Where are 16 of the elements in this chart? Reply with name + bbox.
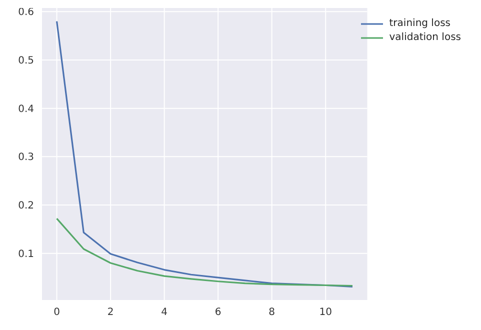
- y-tick-label: 0.1: [18, 248, 34, 260]
- y-tick-label: 0.6: [18, 7, 34, 18]
- x-tick-label: 0: [54, 307, 60, 318]
- x-tick-label: 8: [268, 307, 276, 318]
- x-tick-label: 10: [319, 307, 332, 318]
- line-series: [56, 218, 354, 287]
- legend-label: training loss: [389, 18, 451, 29]
- y-tick-label: 0.4: [18, 104, 34, 115]
- x-tick-label: 6: [214, 307, 222, 318]
- y-tick-label: 0.5: [18, 56, 34, 67]
- x-tick-label: 2: [107, 307, 114, 318]
- y-tick-label: 0.2: [18, 200, 34, 212]
- x-tick-label: 4: [161, 307, 168, 318]
- line-series: [56, 20, 354, 288]
- y-tick-label: 0.3: [18, 152, 34, 164]
- legend-label: validation loss: [389, 32, 461, 43]
